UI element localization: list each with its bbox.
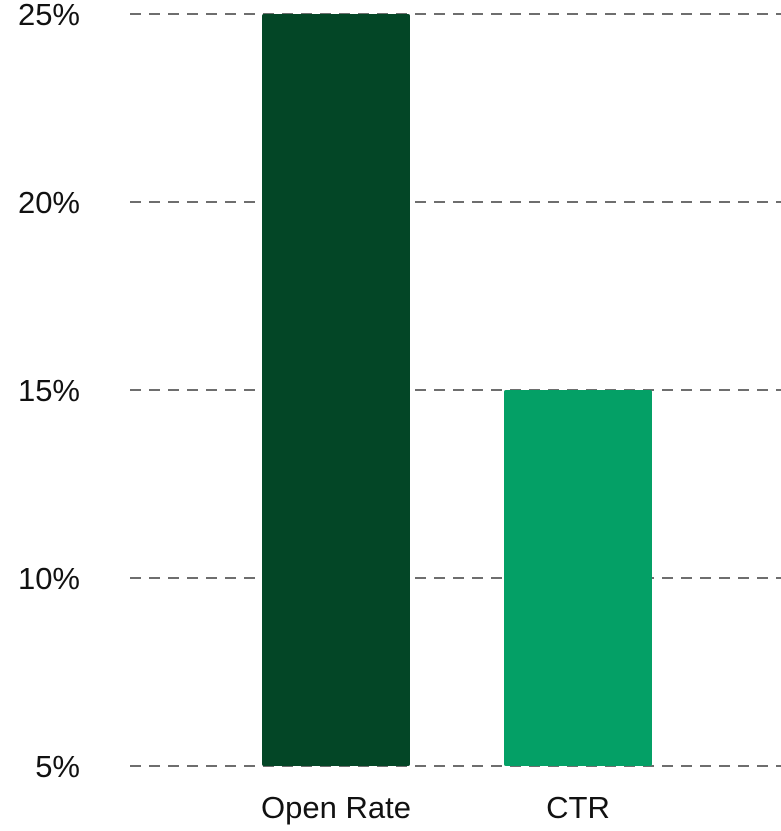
bar-open-rate (262, 14, 410, 766)
x-category-label: Open Rate (261, 790, 411, 825)
y-tick-label: 15% (18, 373, 80, 408)
y-tick-label: 25% (18, 0, 80, 32)
x-axis-category-labels: Open Rate CTR (261, 790, 610, 825)
bar-ctr (504, 390, 652, 766)
grid-lines (130, 13, 781, 767)
y-tick-label: 20% (18, 185, 80, 220)
y-tick-label: 5% (35, 749, 80, 784)
y-tick-label: 10% (18, 561, 80, 596)
x-category-label: CTR (546, 790, 610, 825)
bars (262, 14, 652, 766)
y-axis-tick-labels: 5% 10% 15% 20% 25% (18, 0, 80, 784)
